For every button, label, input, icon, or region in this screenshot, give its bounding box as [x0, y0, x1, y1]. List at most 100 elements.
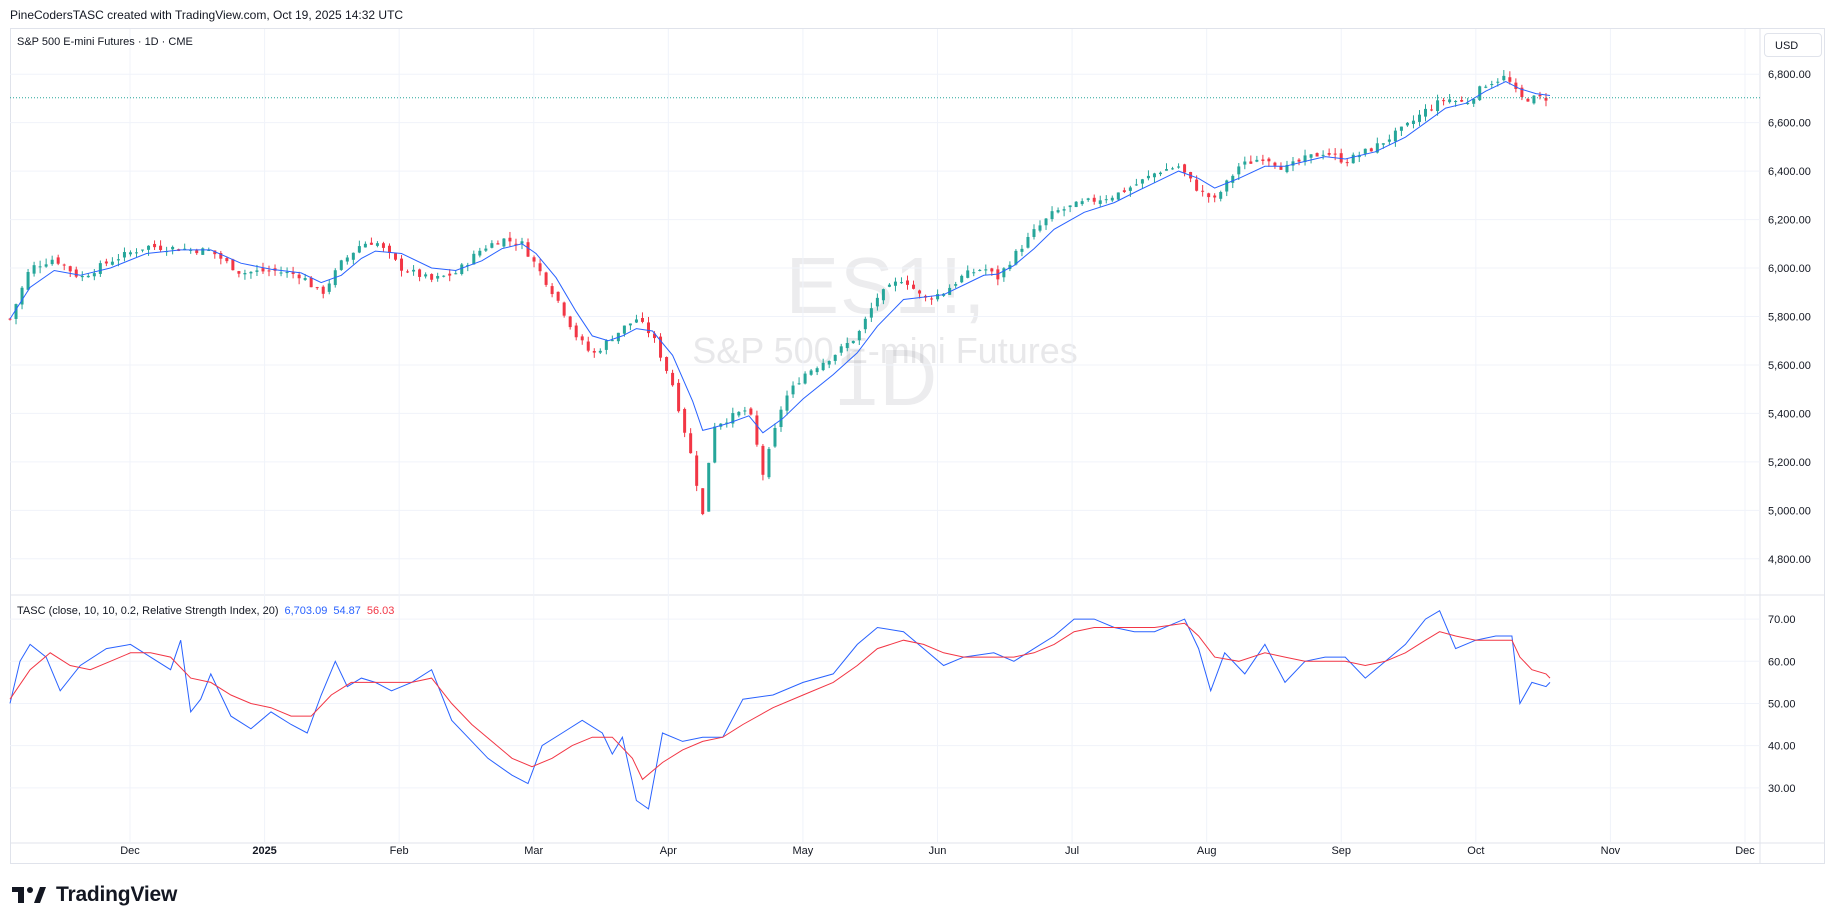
time-tick-label: Oct [1467, 845, 1484, 857]
candle-down [153, 243, 157, 248]
candle-down [683, 409, 687, 433]
candle-down [514, 243, 518, 245]
candle-up [1490, 84, 1494, 86]
candle-up [357, 246, 361, 253]
candle-up [1008, 264, 1012, 270]
candle-down [62, 264, 66, 266]
chart-frame [10, 28, 1825, 864]
candle-up [80, 275, 84, 278]
tradingview-brand[interactable]: TradingView [12, 882, 177, 908]
candle-down [225, 258, 229, 262]
candle-down [749, 408, 753, 415]
candle-up [201, 248, 205, 255]
candle-up [412, 269, 416, 272]
candle-up [1478, 86, 1482, 101]
candle-down [1514, 82, 1518, 89]
candle-up [38, 266, 42, 268]
candle-down [406, 271, 410, 273]
candle-up [1116, 192, 1120, 200]
candle-up [147, 245, 151, 250]
candle-up [1104, 199, 1108, 201]
indicator-value-2: 54.87 [333, 605, 361, 617]
time-tick-label: Dec [1735, 845, 1755, 857]
time-tick-label: Jun [929, 845, 947, 857]
candle-down [1122, 190, 1126, 192]
candle-down [580, 336, 584, 341]
candle-down [550, 286, 554, 295]
candle-up [92, 273, 96, 277]
candle-down [496, 243, 500, 245]
candle-down [544, 272, 548, 285]
candle-up [707, 462, 711, 512]
candle-up [984, 269, 988, 271]
candle-down [321, 286, 325, 294]
candle-down [918, 290, 922, 294]
candle-up [737, 411, 741, 416]
candle-up [1050, 211, 1054, 220]
candle-up [243, 273, 247, 275]
candle-up [490, 243, 494, 248]
candle-up [1237, 166, 1241, 175]
candle-down [689, 433, 693, 454]
main-pane-legend[interactable]: S&P 500 E-mini Futures · 1D · CME [17, 36, 193, 48]
candle-up [610, 340, 614, 342]
candle-down [267, 270, 271, 272]
candle-up [1285, 164, 1289, 173]
candle-down [905, 280, 909, 285]
candle-up [1002, 268, 1006, 278]
candle-down [562, 302, 566, 316]
candle-up [833, 354, 837, 361]
candle-up [936, 294, 940, 300]
candle-down [1339, 153, 1343, 163]
candle-up [171, 246, 175, 250]
price-tick-label: 6,800.00 [1768, 69, 1811, 81]
candle-up [183, 248, 187, 250]
candle-down [1544, 97, 1548, 101]
candle-down [261, 268, 265, 272]
candle-up [803, 373, 807, 384]
indicator-value-3: 56.03 [366, 605, 395, 617]
time-tick-label: Aug [1197, 845, 1217, 857]
candle-down [195, 250, 199, 254]
candle-up [809, 370, 813, 375]
candle-down [574, 325, 578, 338]
time-tick-label: Sep [1331, 845, 1351, 857]
candle-down [1345, 162, 1349, 164]
tradingview-logo-icon [12, 887, 46, 903]
candle-down [665, 357, 669, 371]
candle-up [954, 284, 958, 286]
candle-up [1134, 184, 1138, 186]
candle-up [520, 241, 524, 244]
candle-up [1381, 143, 1385, 145]
candle-up [827, 360, 831, 365]
candle-down [74, 269, 78, 277]
candle-up [1472, 99, 1476, 104]
candle-up [1375, 143, 1379, 153]
candle-up [634, 319, 638, 323]
candle-down [1508, 77, 1512, 82]
candle-up [1454, 101, 1458, 103]
candle-up [851, 340, 855, 344]
candle-down [912, 284, 916, 289]
candle-down [297, 274, 301, 279]
candle-up [1417, 114, 1421, 122]
candle-down [213, 250, 217, 255]
candle-up [141, 249, 145, 251]
candle-up [1399, 126, 1403, 131]
candle-up [604, 340, 608, 350]
price-tick-label: 5,800.00 [1768, 312, 1811, 324]
indicator-legend-title: TASC (close, 10, 10, 0.2, Relative Stren… [17, 605, 279, 617]
indicator-legend[interactable]: TASC (close, 10, 10, 0.2, Relative Stren… [17, 605, 394, 617]
candle-down [394, 253, 398, 260]
candle-up [1484, 86, 1488, 88]
currency-selector[interactable]: USD [1764, 33, 1822, 57]
candle-up [1146, 175, 1150, 179]
candle-up [1110, 197, 1114, 201]
candle-up [628, 323, 632, 326]
indicator-tick-label: 30.00 [1768, 783, 1796, 795]
candle-up [116, 259, 120, 261]
candle-down [400, 258, 404, 271]
candle-up [345, 257, 349, 262]
candle-up [1309, 154, 1313, 158]
